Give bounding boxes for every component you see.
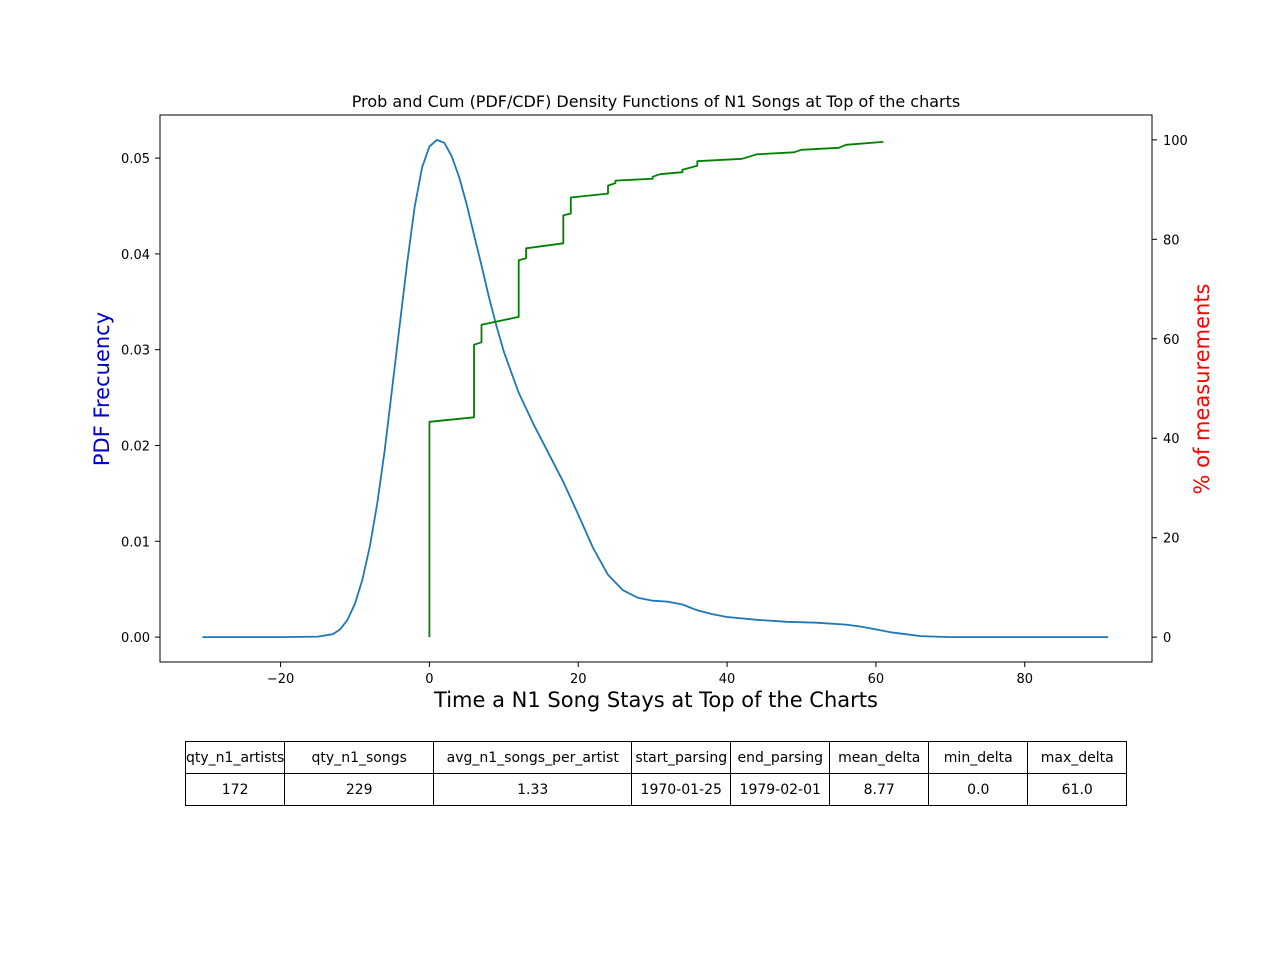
stats-value-cell: 0.0 [928,773,1029,806]
stats-value-cell: 1.33 [433,773,633,806]
stats-value-cell: 1970-01-25 [631,773,732,806]
stats-value-cell: 229 [284,773,435,806]
y-left-tick-label: 0.03 [121,344,150,359]
chart-title: Prob and Cum (PDF/CDF) Density Functions… [352,92,960,111]
y-left-tick-label: 0.04 [121,248,150,263]
x-tick-label: 80 [1016,672,1033,687]
y-left-tick-label: 0.05 [121,152,150,167]
y-right-tick-label: 60 [1163,333,1180,348]
stats-value-cell: 172 [184,773,286,806]
x-tick-label: 20 [570,672,587,687]
stats-value-cell: 8.77 [829,773,930,806]
stats-value-cell: 1979-02-01 [730,773,831,806]
stats-header-cell: start_parsing [631,741,732,774]
stats-header-cell: min_delta [928,741,1029,774]
y-left-tick-label: 0.00 [121,631,150,646]
stats-header-cell: max_delta [1027,741,1128,774]
stats-table: qty_n1_artists qty_n1_songs avg_n1_songs… [184,741,1128,806]
stats-value-cell: 61.0 [1027,773,1128,806]
stats-header-cell: mean_delta [829,741,930,774]
y-right-tick-label: 100 [1163,134,1188,149]
x-tick-label: 0 [425,672,433,687]
stats-value-row: 172 229 1.33 1970-01-25 1979-02-01 8.77 … [184,773,1128,806]
x-axis-label: Time a N1 Song Stays at Top of the Chart… [433,688,878,712]
y-right-axis-label: % of measurements [1190,284,1214,495]
y-right-tick-label: 80 [1163,233,1180,248]
y-left-tick-label: 0.01 [121,535,150,550]
stats-header-cell: end_parsing [730,741,831,774]
x-tick-label: 40 [719,672,736,687]
cdf-line [428,141,884,638]
y-left-axis-label: PDF Frecuency [90,312,114,466]
y-left-tick-label: 0.02 [121,439,150,454]
stats-header-row: qty_n1_artists qty_n1_songs avg_n1_songs… [184,741,1128,774]
stats-header-cell: qty_n1_artists [184,741,286,774]
pdf-line [202,138,1109,638]
plot-frame [159,114,1153,663]
pdf-cdf-chart: −20 0 20 40 60 80 0.00 0.01 0.02 0.03 0.04 0.05 0 20 4… [90,92,1214,712]
stats-header-cell: qty_n1_songs [284,741,435,774]
x-tick-label: 60 [868,672,885,687]
y-right-tick-label: 40 [1163,432,1180,447]
y-right-tick-label: 0 [1163,631,1171,646]
stats-header-cell: avg_n1_songs_per_artist [433,741,633,774]
x-tick-label: −20 [267,672,294,687]
y-right-tick-label: 20 [1163,532,1180,547]
